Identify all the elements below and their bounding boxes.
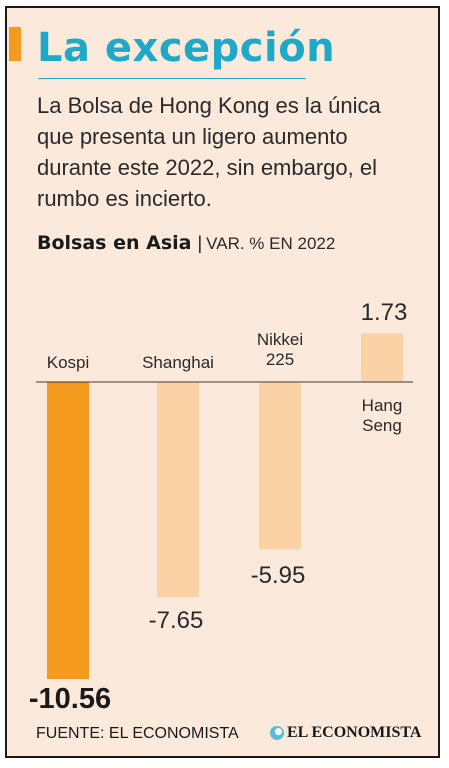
value-label: 1.73 <box>361 299 408 326</box>
subtitle-separator: | <box>197 233 203 253</box>
bar-hang-seng <box>361 333 403 382</box>
description-text: La Bolsa de Hong Kong es la única que pr… <box>37 93 381 211</box>
bar-kospi <box>47 382 89 679</box>
category-label: Kospi <box>47 353 90 372</box>
value-label: -7.65 <box>149 607 204 634</box>
category-label: Shanghai <box>142 353 214 372</box>
bar-shanghai <box>157 382 199 598</box>
category-label: Nikkei 225 <box>257 330 303 369</box>
source-note: FUENTE: EL ECONOMISTA <box>36 725 239 742</box>
el-economista-logo-icon <box>270 726 284 740</box>
category-label: Hang Seng <box>362 396 403 435</box>
chart-subtitle: Bolsas en Asia <box>37 232 192 254</box>
title-underline <box>38 78 306 79</box>
chart-unit-label: VAR. % EN 2022 <box>206 234 336 253</box>
chart-subtitle-row: Bolsas en Asia | VAR. % EN 2022 <box>37 230 335 258</box>
value-label: -10.56 <box>29 683 111 715</box>
value-label: -5.95 <box>251 562 306 589</box>
publisher-logo: EL ECONOMISTA <box>270 723 421 743</box>
logo-text: EL ECONOMISTA <box>287 724 422 741</box>
page-title: La excepción <box>37 25 336 71</box>
accent-bar <box>9 27 21 61</box>
bar-nikkei-225 <box>259 382 301 550</box>
